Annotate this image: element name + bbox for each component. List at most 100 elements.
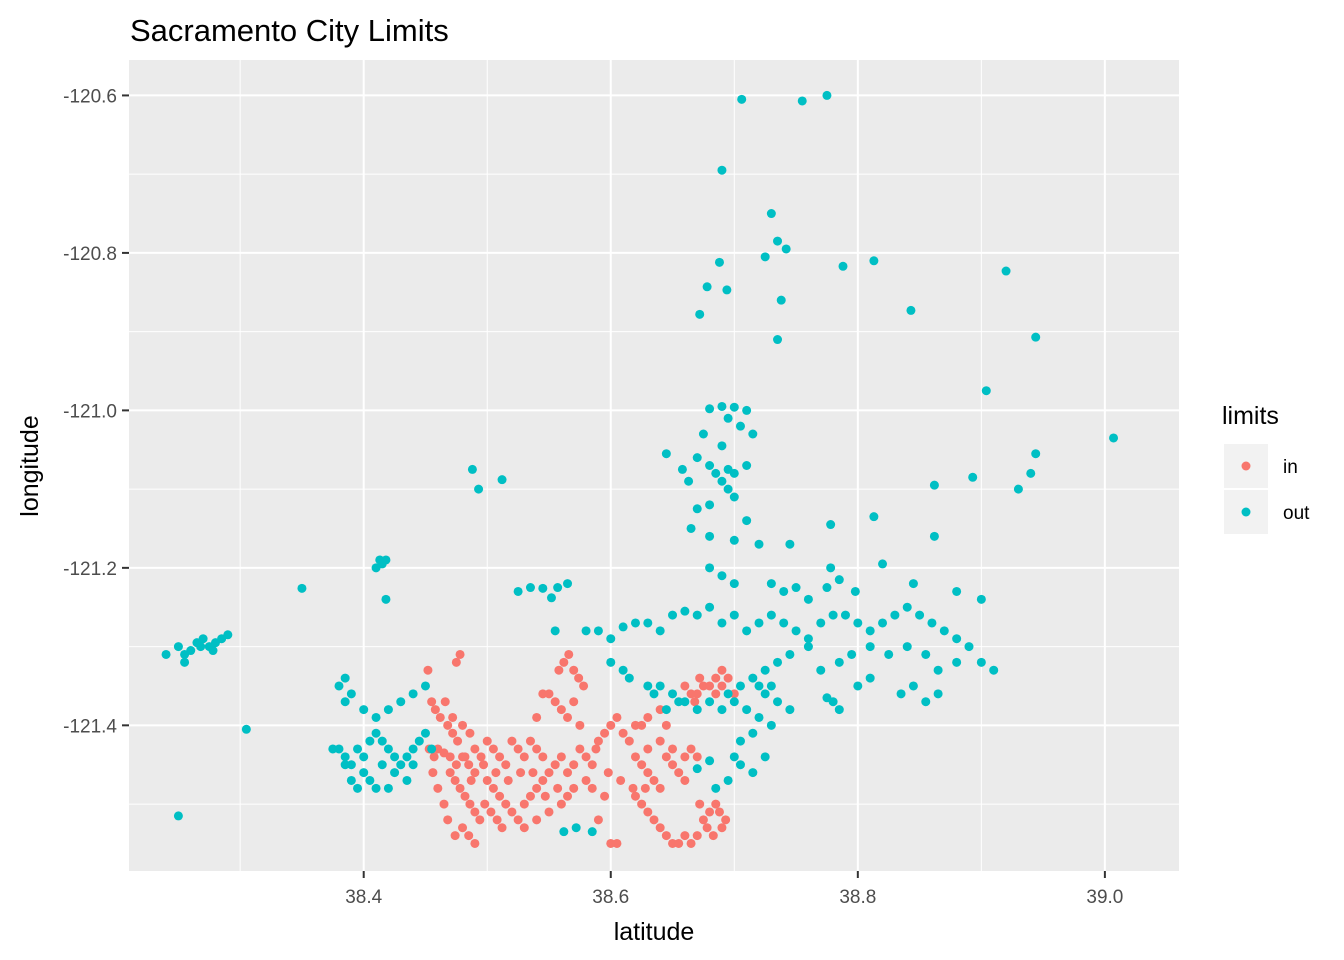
data-point xyxy=(781,244,791,254)
data-point xyxy=(475,815,485,825)
data-point xyxy=(748,768,758,778)
x-tick-label: 38.6 xyxy=(592,887,629,908)
data-point xyxy=(435,712,445,722)
data-point xyxy=(692,831,702,841)
data-point xyxy=(742,705,752,715)
data-point xyxy=(902,602,912,612)
plot-panel xyxy=(129,60,1179,871)
data-point xyxy=(467,464,477,474)
data-point xyxy=(460,752,470,762)
data-point xyxy=(390,768,400,778)
data-point xyxy=(737,94,747,104)
data-point xyxy=(479,760,489,770)
data-point xyxy=(661,831,671,841)
data-point xyxy=(513,815,523,825)
data-point xyxy=(816,618,826,628)
data-point xyxy=(458,720,468,730)
data-point xyxy=(692,453,702,463)
data-point xyxy=(532,783,542,793)
data-point xyxy=(180,657,190,667)
data-point xyxy=(822,90,832,100)
data-point xyxy=(587,827,597,837)
data-point xyxy=(569,783,579,793)
data-point xyxy=(538,775,548,785)
data-point xyxy=(686,689,696,699)
data-point xyxy=(834,657,844,667)
data-point xyxy=(464,831,474,841)
data-point xyxy=(649,775,659,785)
data-point xyxy=(674,697,684,707)
data-point xyxy=(680,752,690,762)
data-point xyxy=(680,775,690,785)
data-point xyxy=(550,697,560,707)
data-point xyxy=(579,681,589,691)
data-point xyxy=(865,626,875,636)
data-point xyxy=(850,586,860,596)
data-point xyxy=(470,768,480,778)
data-point xyxy=(717,681,727,691)
data-point xyxy=(705,756,715,766)
data-point xyxy=(525,583,535,593)
data-point xyxy=(705,697,715,707)
data-point xyxy=(420,728,430,738)
data-point xyxy=(402,752,412,762)
data-point xyxy=(365,775,375,785)
data-point xyxy=(371,783,381,793)
data-point xyxy=(695,673,705,683)
data-point xyxy=(649,815,659,825)
data-point xyxy=(334,681,344,691)
data-point xyxy=(223,630,233,640)
data-point xyxy=(492,815,502,825)
data-point xyxy=(414,736,424,746)
data-point xyxy=(550,760,560,770)
data-point xyxy=(465,799,475,809)
y-tick-label: -121.4 xyxy=(63,716,117,737)
data-point xyxy=(482,736,492,746)
data-point xyxy=(692,752,702,762)
data-point xyxy=(711,689,721,699)
data-point xyxy=(735,421,745,431)
data-point xyxy=(630,752,640,762)
data-point xyxy=(340,760,350,770)
data-point xyxy=(952,586,962,596)
data-point xyxy=(865,642,875,652)
data-point xyxy=(476,752,486,762)
data-point xyxy=(516,768,526,778)
data-point xyxy=(637,760,647,770)
data-point xyxy=(340,697,350,707)
data-point xyxy=(661,449,671,459)
data-point xyxy=(729,535,739,545)
data-point xyxy=(692,504,702,514)
data-point xyxy=(571,823,581,833)
data-point xyxy=(371,728,381,738)
data-point xyxy=(346,689,356,699)
data-point xyxy=(383,783,393,793)
data-point xyxy=(723,689,733,699)
data-point xyxy=(451,657,461,667)
data-point xyxy=(507,807,517,817)
data-point xyxy=(803,642,813,652)
data-point xyxy=(721,815,731,825)
data-point xyxy=(690,697,700,707)
data-point xyxy=(353,744,363,754)
data-point xyxy=(906,305,916,315)
legend-title: limits xyxy=(1222,402,1279,430)
data-point xyxy=(334,744,344,754)
data-point xyxy=(921,649,931,659)
data-point xyxy=(495,752,505,762)
data-point xyxy=(396,697,406,707)
data-point xyxy=(501,799,511,809)
data-point xyxy=(612,712,622,722)
data-point xyxy=(773,335,783,345)
data-point xyxy=(553,783,563,793)
data-point xyxy=(563,768,573,778)
data-point xyxy=(501,760,511,770)
legend-key-marker xyxy=(1241,461,1251,471)
data-point xyxy=(612,838,622,848)
data-point xyxy=(427,744,437,754)
data-point xyxy=(834,705,844,715)
data-point xyxy=(968,472,978,482)
data-point xyxy=(742,516,752,526)
data-point xyxy=(440,697,450,707)
data-point xyxy=(760,665,770,675)
